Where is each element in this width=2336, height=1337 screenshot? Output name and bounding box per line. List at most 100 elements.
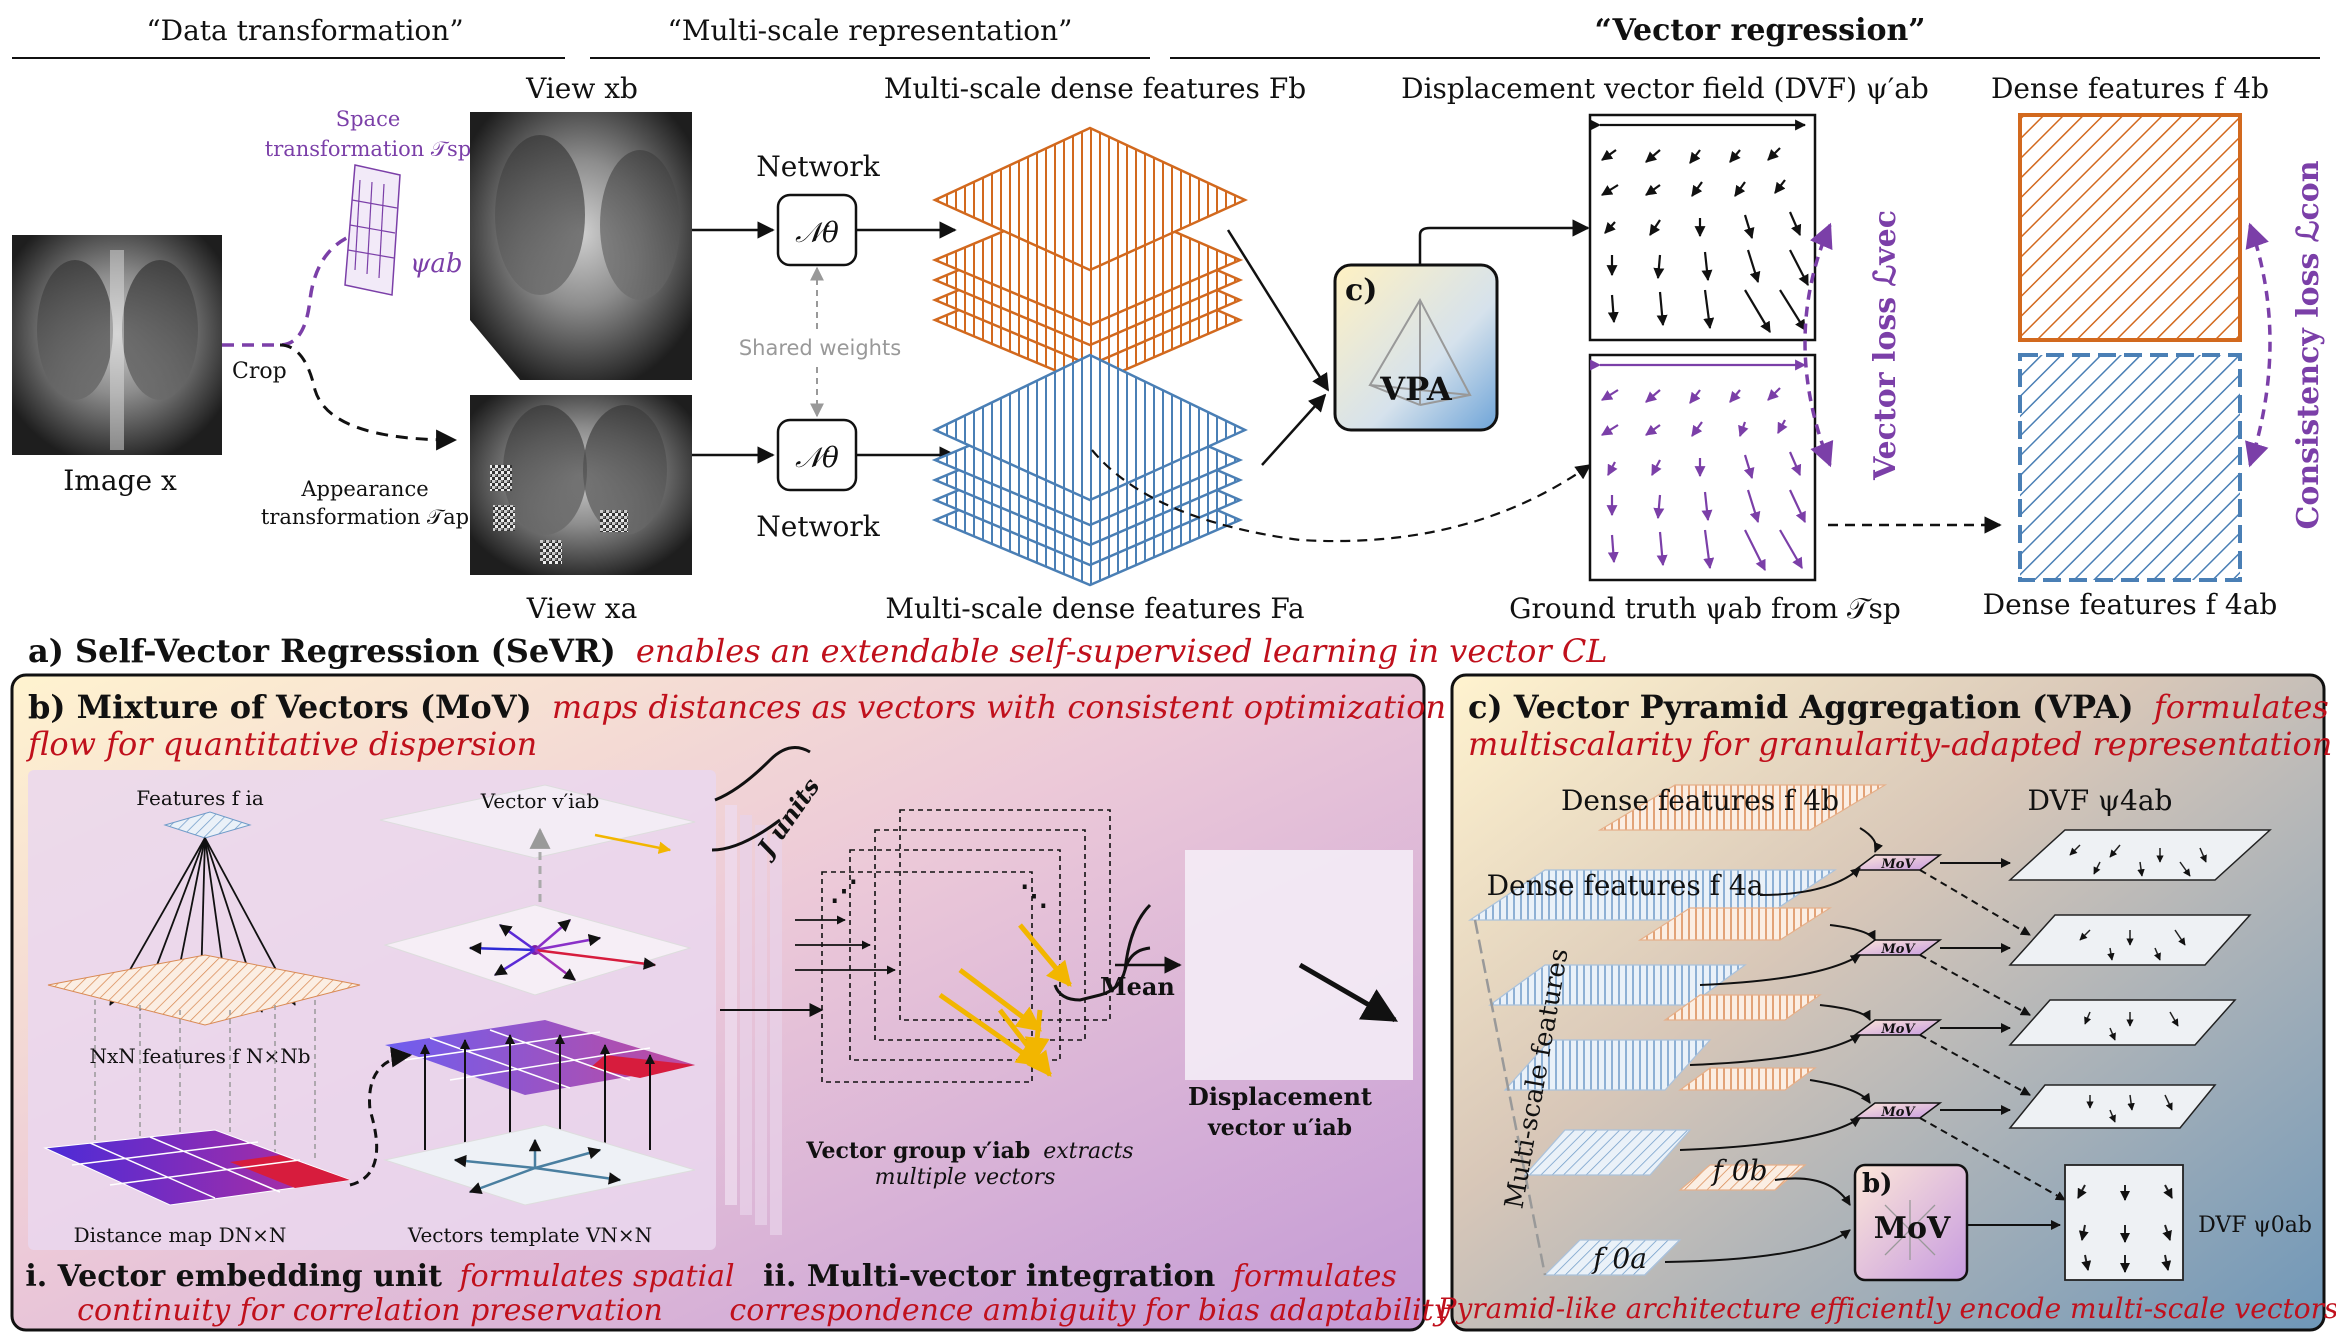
nxn-features-label: NxN features f N×Nb [89,1044,310,1068]
yellow-vectors [938,923,1072,1077]
space-transform-grid [344,164,401,296]
dense-fa4-label: Dense features f 4a [1487,869,1764,902]
sub-i-bold: i. Vector embedding unit [25,1259,442,1294]
features-fa-label: Multi-scale dense features Fa [885,592,1304,625]
dvf-ground-truth-grid [1588,353,1817,582]
part-a: Image x Crop Space transformation 𝒯sp ψa… [12,72,2326,670]
vector-group-line1: Vector group v′iab extracts [805,1138,1133,1164]
dvf-pyramid-planes [2008,829,2272,1129]
mov-small-boxes: MoV MoV MoV MoV [1852,854,1943,1120]
panel-b-title-line1: b) Mixture of Vectors (MoV) maps distanc… [28,688,1446,726]
space-transform-line2: transformation 𝒯sp [265,137,472,161]
sub-i-italic2: continuity for correlation preservation [77,1293,663,1328]
j-unit-stack [725,805,782,1235]
view-xb-label: View xb [525,72,638,105]
panel-c-title-bold: c) Vector Pyramid Aggregation (VPA) [1468,688,2134,726]
mov-small-label-4: MoV [1880,1105,1916,1120]
vector-loss-label: Vector loss ℒvec [1868,210,1903,481]
mov-box-icon [1884,1200,1936,1260]
vpa-pyramid-icon [1368,297,1472,406]
crop-label: Crop [232,359,287,384]
dvf-psi0-arrows [2077,1184,2173,1273]
vectors-template-label: Vectors template VN×N [407,1223,652,1247]
radial-vectors [468,919,657,981]
displacement-line1: Displacement [1188,1082,1372,1111]
panel-b-title-bold: b) Mixture of Vectors (MoV) [28,688,532,726]
mean-label: Mean [1100,972,1175,1001]
feature-stack-orange [931,126,1249,387]
header-multiscale: “Multi-scale representation” [668,14,1073,47]
features-fia-plane [163,811,252,839]
panel-c-footer: Pyramid-like architecture efficiently en… [1437,1292,2336,1325]
dvf-psi0-label: DVF ψ0ab [2198,1213,2312,1238]
consistency-loss-label: Consistency loss ℒcon [2291,160,2326,529]
pyramid-dashed-arrows [1919,869,2066,1201]
vpa-label: VPA [1379,370,1453,408]
view-xb-image [470,112,692,380]
vpa-box [1333,263,1499,432]
displacement-vector-box [1185,850,1413,1080]
sub-i-italic1: formulates spatial [458,1259,735,1294]
panel-c-title-italic1: formulates [2152,688,2329,726]
feature-stack-blue [931,353,1248,587]
dots-top-right: ⋱ [1020,879,1048,912]
template-grid [385,1020,695,1095]
nxn-features-plane [47,954,361,1026]
image-x-label: Image x [63,464,177,497]
dense-fb-label: Dense features f 4b [1991,72,2269,105]
dvf-psi4-label: DVF ψ4ab [2028,784,2173,817]
vpa-tag: c) [1345,273,1377,308]
view-xa-image [470,395,692,575]
dense-fa-square [2018,353,2242,582]
caption-a: a) Self-Vector Regression (SeVR) enables… [28,632,1608,670]
vector-group-italic1: extracts [1043,1139,1133,1164]
view-xa-label: View xa [526,592,638,625]
sub-ii-line1: ii. Multi-vector integration formulates [763,1259,1397,1294]
appearance-line2: transformation 𝒯ap [261,505,469,529]
caption-a-bold: a) Self-Vector Regression (SeVR) [28,632,616,670]
mov-label: MoV [1874,1211,1951,1246]
mov-box [1853,1163,1969,1282]
gt-label: Ground truth ψab from 𝒯sp [1509,592,1901,625]
header-vector-regression: “Vector regression” [1594,13,1925,48]
panel-b-title-italic2: flow for quantitative dispersion [26,725,537,763]
part-b: b) Mixture of Vectors (MoV) maps distanc… [10,673,1452,1332]
space-transform-line1: Space [336,107,401,131]
part-c: c) Vector Pyramid Aggregation (VPA) form… [1437,673,2336,1332]
mov-small-label-1: MoV [1880,857,1916,872]
f0b-label: f 0b [1710,1154,1767,1187]
vectors-template-arrows [453,1138,622,1194]
dvf-label: Displacement vector field (DVF) ψ′ab [1401,72,1929,105]
panel-b-title-italic1: maps distances as vectors with consisten… [552,688,1446,726]
vector-vab-plane [379,784,696,859]
dvf-predicted-arrows [1590,119,1809,333]
dots-top-left: ⋰ [830,874,858,907]
dvf-predicted-grid [1588,113,1817,342]
dvf-pyramid-arrows [2069,844,2207,1123]
mov-small-label-3: MoV [1880,1022,1916,1037]
caption-a-italic: enables an extendable self-supervised le… [636,632,1608,670]
sub-ii-italic2: correspondence ambiguity for bias adapta… [729,1293,1451,1328]
mov-tag: b) [1862,1169,1892,1199]
pyramid-flow-arrows [1679,827,2011,1151]
panel-c-title-line1: c) Vector Pyramid Aggregation (VPA) form… [1468,688,2329,726]
section-headers: “Data transformation” “Multi-scale repre… [12,13,2320,59]
dense-fb4-label: Dense features f 4b [1561,784,1839,817]
xray-image-x [12,235,222,455]
dense-fb-square [2018,113,2242,342]
dense-fa-label: Dense features f 4ab [1983,588,2278,621]
pyramid-feature-planes [1468,784,1888,1276]
features-fia-label: Features f ia [136,786,264,810]
n-theta-top: 𝒩θ [795,216,839,249]
header-data-transformation: “Data transformation” [146,14,463,47]
vector-vab-label: Vector v′iab [480,789,600,813]
appearance-line1: Appearance [300,477,428,501]
psi-ab-label: ψab [410,249,463,279]
sub-ii-bold: ii. Multi-vector integration [763,1259,1215,1294]
f0a-label: f 0a [1591,1242,1647,1275]
mov-small-label-2: MoV [1880,942,1916,957]
displacement-line2: vector u′iab [1207,1115,1352,1141]
vector-group-bold: Vector group v′iab [805,1138,1030,1164]
distance-map-label: Distance map DN×N [74,1223,287,1247]
